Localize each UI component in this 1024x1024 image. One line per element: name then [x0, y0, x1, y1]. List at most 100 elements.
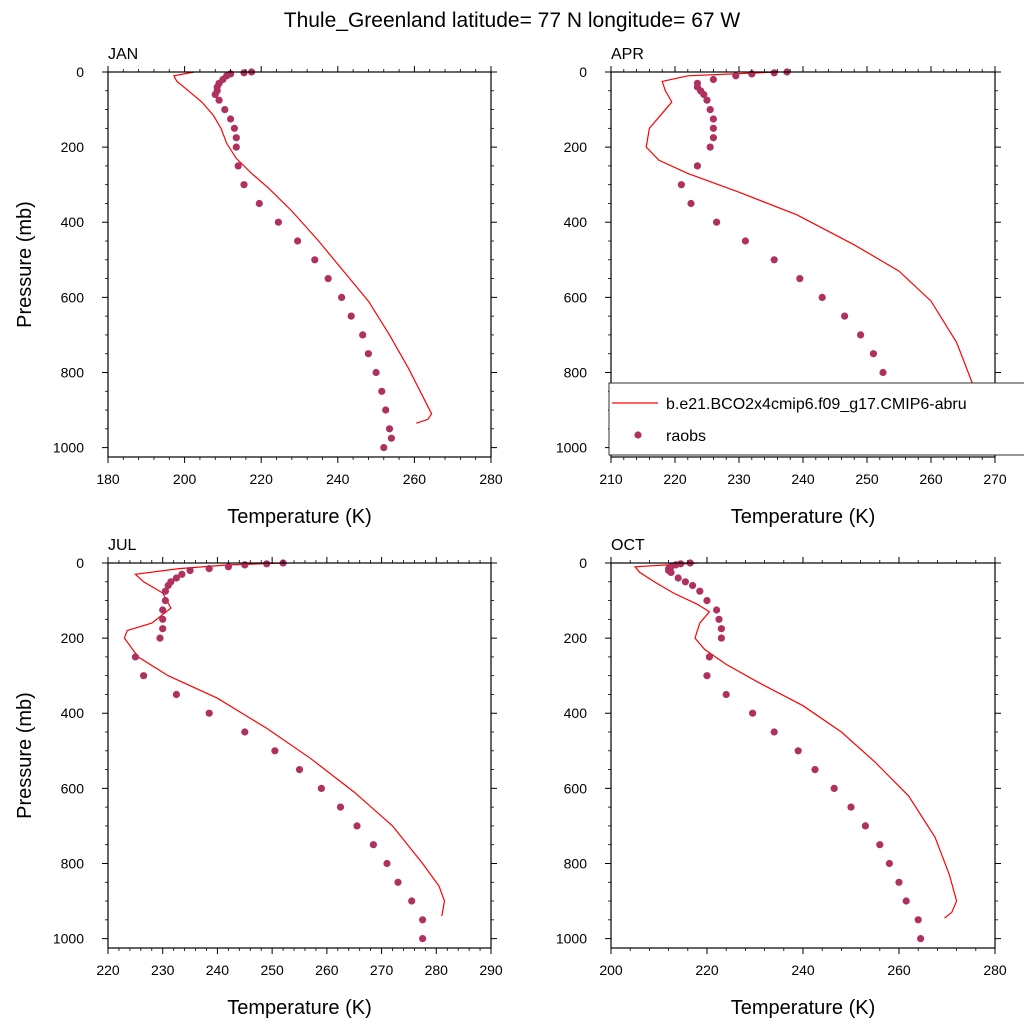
raobs-point: [161, 597, 169, 605]
x-tick-label: 270: [370, 962, 394, 978]
raobs-point: [770, 728, 778, 736]
raobs-point: [241, 728, 249, 736]
raobs-point: [732, 72, 740, 80]
panel-title: JUL: [108, 537, 137, 554]
raobs-point: [419, 935, 427, 943]
raobs-point: [172, 574, 180, 582]
x-tick-label: 270: [983, 471, 1007, 487]
raobs-point: [131, 653, 139, 661]
raobs-point: [338, 293, 346, 301]
y-tick-label: 800: [61, 855, 85, 871]
raobs-point: [221, 106, 229, 114]
raobs-point: [382, 406, 390, 414]
y-tick-label: 200: [564, 630, 588, 646]
raobs-point: [696, 587, 704, 595]
raobs-point: [232, 134, 240, 142]
y-tick-label: 0: [76, 64, 84, 80]
x-tick-label: 260: [887, 962, 911, 978]
panel-apr: 210 220 230 240 250 260 270 0 200 400 600 800 1000 Te…: [556, 46, 1007, 528]
raobs-point: [709, 124, 718, 132]
raobs-point: [914, 916, 922, 924]
panel-jan: 180 200 220 240 260 280 0 200 400 600 800 1000 Tempe…: [14, 46, 503, 528]
raobs-point: [677, 181, 686, 189]
y-tick-label: 400: [61, 214, 85, 230]
x-tick-label: 280: [479, 471, 503, 487]
raobs-point: [161, 587, 169, 595]
y-tick-label: 1000: [556, 931, 587, 947]
raobs-point: [796, 275, 804, 283]
model-line: [123, 562, 446, 917]
raobs-point: [722, 690, 730, 699]
raobs-point: [706, 106, 714, 114]
legend-box: [608, 382, 1024, 456]
x-tick-label: 240: [206, 962, 230, 978]
raobs-point: [667, 568, 675, 577]
raobs-point: [271, 747, 279, 755]
raobs-point: [693, 162, 702, 170]
raobs-point: [703, 672, 711, 680]
panel-oct: 200 220 240 260 280 0 200 400 600 800 1000 Temperat…: [556, 537, 1007, 1019]
raobs-point: [879, 368, 887, 377]
raobs-point: [224, 563, 232, 571]
x-tick-label: 240: [326, 471, 350, 487]
raobs-point: [709, 75, 718, 84]
raobs-point: [857, 331, 865, 339]
raobs-point: [717, 625, 726, 633]
raobs-point: [215, 96, 223, 104]
raobs-point: [717, 634, 726, 642]
panel-title: JAN: [108, 46, 138, 63]
y-tick-label: 600: [61, 289, 85, 305]
x-tick-label: 220: [250, 471, 274, 487]
panel-jul: 220 230 240 250 260 270 280 290 0 200 400 600 800 100…: [14, 537, 503, 1019]
raobs-point: [240, 181, 248, 189]
raobs-point: [353, 822, 361, 830]
raobs-point: [917, 935, 925, 943]
raobs-point: [387, 434, 395, 442]
raobs-point: [159, 615, 167, 623]
raobs-point: [770, 256, 778, 264]
y-tick-label: 200: [61, 630, 85, 646]
raobs-point: [380, 444, 388, 452]
raobs-point: [408, 897, 416, 905]
raobs-point: [394, 878, 402, 886]
raobs-point: [263, 560, 271, 568]
raobs-point: [895, 878, 903, 886]
x-tick-label: 230: [151, 962, 175, 978]
x-tick-label: 250: [855, 471, 879, 487]
raobs-point: [186, 566, 194, 575]
y-axis-label: Pressure (mb): [14, 692, 36, 819]
raobs-point: [295, 766, 304, 774]
x-axis-label: Temperature (K): [227, 997, 372, 1019]
x-tick-label: 280: [983, 962, 1007, 978]
model-line: [645, 71, 974, 426]
y-tick-label: 200: [61, 139, 85, 155]
raobs-point: [713, 218, 721, 226]
raobs-point: [709, 115, 718, 123]
raobs-point: [709, 134, 718, 142]
raobs-point: [294, 237, 302, 245]
raobs-point: [205, 565, 213, 573]
y-tick-label: 600: [61, 780, 85, 796]
y-tick-label: 400: [564, 214, 588, 230]
model-line: [172, 71, 433, 424]
raobs-point: [232, 143, 240, 151]
raobs-point: [359, 331, 367, 339]
legend-obs-label: raobs: [666, 428, 706, 445]
raobs-point: [687, 199, 695, 208]
raobs-point: [369, 841, 377, 849]
y-tick-label: 200: [564, 139, 588, 155]
plot-frame: [107, 562, 492, 949]
raobs-point: [689, 581, 697, 590]
y-tick-label: 400: [61, 705, 85, 721]
raobs-point: [841, 312, 849, 320]
raobs-point: [311, 256, 319, 264]
raobs-point: [372, 368, 380, 377]
y-tick-label: 800: [564, 855, 588, 871]
raobs-point: [703, 96, 711, 104]
legend-dot-swatch: [634, 431, 642, 439]
y-tick-label: 1000: [53, 440, 84, 456]
x-axis-label: Temperature (K): [731, 506, 876, 528]
raobs-point: [830, 784, 838, 793]
raobs-point: [378, 387, 386, 395]
raobs-point: [317, 784, 325, 793]
